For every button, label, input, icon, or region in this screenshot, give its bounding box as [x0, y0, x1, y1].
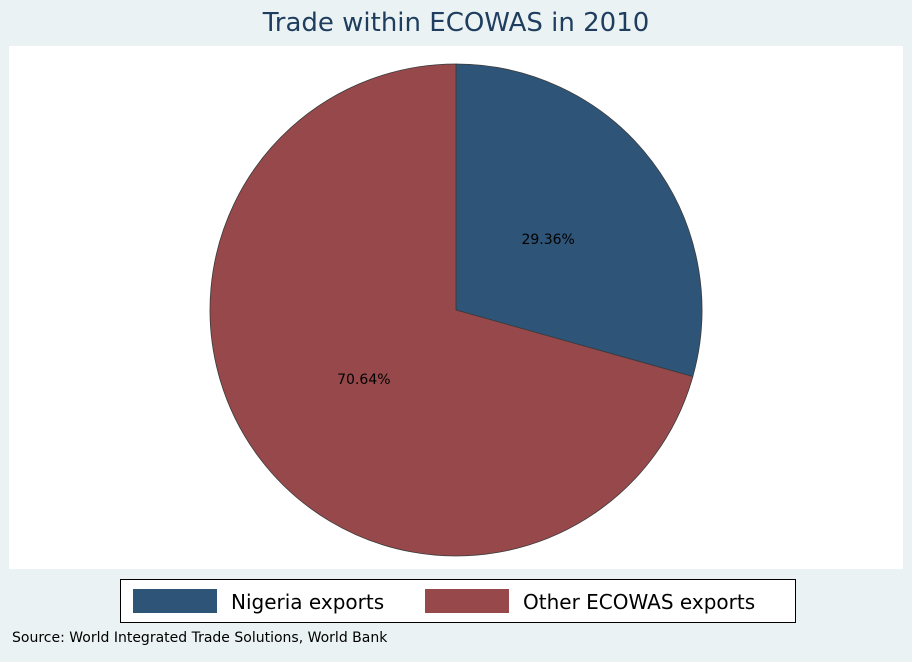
source-note: Source: World Integrated Trade Solutions… — [12, 630, 388, 646]
pie-slice-other — [209, 63, 694, 557]
legend-swatch-nigeria — [133, 589, 217, 613]
legend-label-nigeria: Nigeria exports — [231, 590, 385, 614]
chart-title: Trade within ECOWAS in 2010 — [262, 8, 650, 38]
pie-chart: 29.36% 70.64% — [209, 63, 703, 557]
slice-label-other: 70.64% — [337, 372, 390, 388]
slice-label-nigeria: 29.36% — [521, 232, 574, 248]
legend-swatch-other — [425, 589, 509, 613]
pie-slice-nigeria — [455, 63, 703, 378]
legend: Nigeria exports Other ECOWAS exports — [120, 579, 796, 623]
legend-label-other: Other ECOWAS exports — [523, 590, 756, 614]
plot-area: 29.36% 70.64% — [9, 46, 903, 569]
